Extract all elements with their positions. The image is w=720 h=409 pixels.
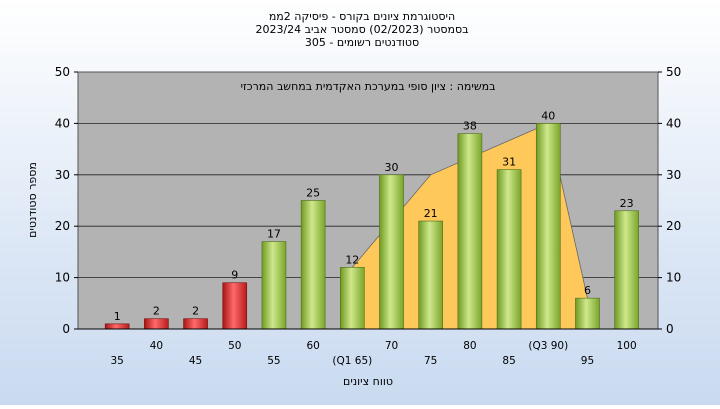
chart-subtitle: במשימה : ציון סופי במערכת האקדמית במחשב … [241, 80, 496, 93]
x-axis-ticks: 35 40 45 50 55 60 (Q1 65) 70 75 80 85 (Q3 90) 95 100 [111, 340, 637, 367]
x-tick-label-70: 70 [385, 340, 398, 352]
value-label-40: 2 [153, 305, 160, 318]
y-tick-label-left: 40 [55, 116, 70, 130]
x-axis-title: טווח ציונים [343, 375, 393, 388]
value-label-85: 31 [502, 156, 516, 169]
x-tick-label-35: 35 [111, 355, 124, 367]
x-tick-label-75: 75 [424, 355, 437, 367]
y-tick-label-left: 10 [55, 271, 70, 285]
value-label-55: 17 [267, 228, 281, 241]
y-axis-left-ticks: 0 10 20 30 40 50 [55, 65, 78, 336]
x-tick-label-65: (Q1 65) [332, 355, 372, 367]
bar-100 [614, 210, 639, 330]
bar-95 [575, 297, 600, 330]
value-label-75: 21 [424, 207, 438, 220]
bar-85 [496, 169, 522, 330]
bar-50 [222, 282, 248, 330]
value-label-90: 40 [541, 109, 555, 122]
y-tick-label-right: 40 [666, 116, 681, 130]
value-label-80: 38 [463, 120, 477, 133]
x-tick-label-85: 85 [502, 355, 515, 367]
value-label-45: 2 [192, 305, 199, 318]
y-tick-label-left: 0 [62, 322, 70, 336]
bar-80 [457, 133, 483, 330]
value-label-60: 25 [306, 187, 320, 200]
bar-75 [418, 220, 444, 330]
y-tick-label-right: 50 [666, 65, 681, 79]
y-tick-label-left: 30 [55, 168, 70, 182]
bar-60 [300, 200, 326, 330]
value-label-50: 9 [231, 269, 238, 282]
x-tick-label-95: 95 [581, 355, 594, 367]
chart-title-line-1: היסטוגרמת ציונים בקורס - פיסיקה 2ממ [269, 10, 455, 23]
x-tick-label-80: 80 [463, 340, 476, 352]
bars [104, 123, 639, 330]
bar-40 [144, 318, 169, 330]
y-tick-label-right: 0 [666, 322, 674, 336]
y-tick-label-left: 20 [55, 219, 70, 233]
chart-title-line-3: 305 - סטודנטים רשומים [305, 36, 419, 49]
x-tick-label-45: 45 [189, 355, 202, 367]
y-tick-label-right: 20 [666, 219, 681, 233]
bar-45 [183, 318, 208, 330]
x-tick-label-40: 40 [150, 340, 163, 352]
y-tick-label-left: 50 [55, 65, 70, 79]
y-axis-right-ticks: 0 10 20 30 40 50 [658, 65, 681, 336]
x-tick-label-100: 100 [617, 340, 637, 352]
bar-65 [340, 267, 365, 330]
bar-70 [379, 174, 404, 330]
bar-90 [535, 123, 561, 330]
value-label-65: 12 [345, 253, 359, 266]
x-tick-label-50: 50 [228, 340, 241, 352]
y-axis-title: מספר סטודנטים [26, 162, 39, 238]
value-label-95: 6 [584, 284, 591, 297]
y-tick-label-right: 30 [666, 168, 681, 182]
chart-title-line-2: בסמסטר (02/2023) סמסטר אביב 2023/24 [255, 23, 468, 36]
bar-35 [104, 323, 130, 330]
x-tick-label-55: 55 [267, 355, 280, 367]
value-label-70: 30 [385, 161, 399, 174]
value-label-100: 23 [620, 197, 634, 210]
value-label-35: 1 [114, 310, 121, 323]
y-tick-label-right: 10 [666, 271, 681, 285]
x-tick-label-60: 60 [306, 340, 319, 352]
bar-55 [261, 241, 287, 330]
x-tick-label-90: (Q3 90) [528, 340, 568, 352]
